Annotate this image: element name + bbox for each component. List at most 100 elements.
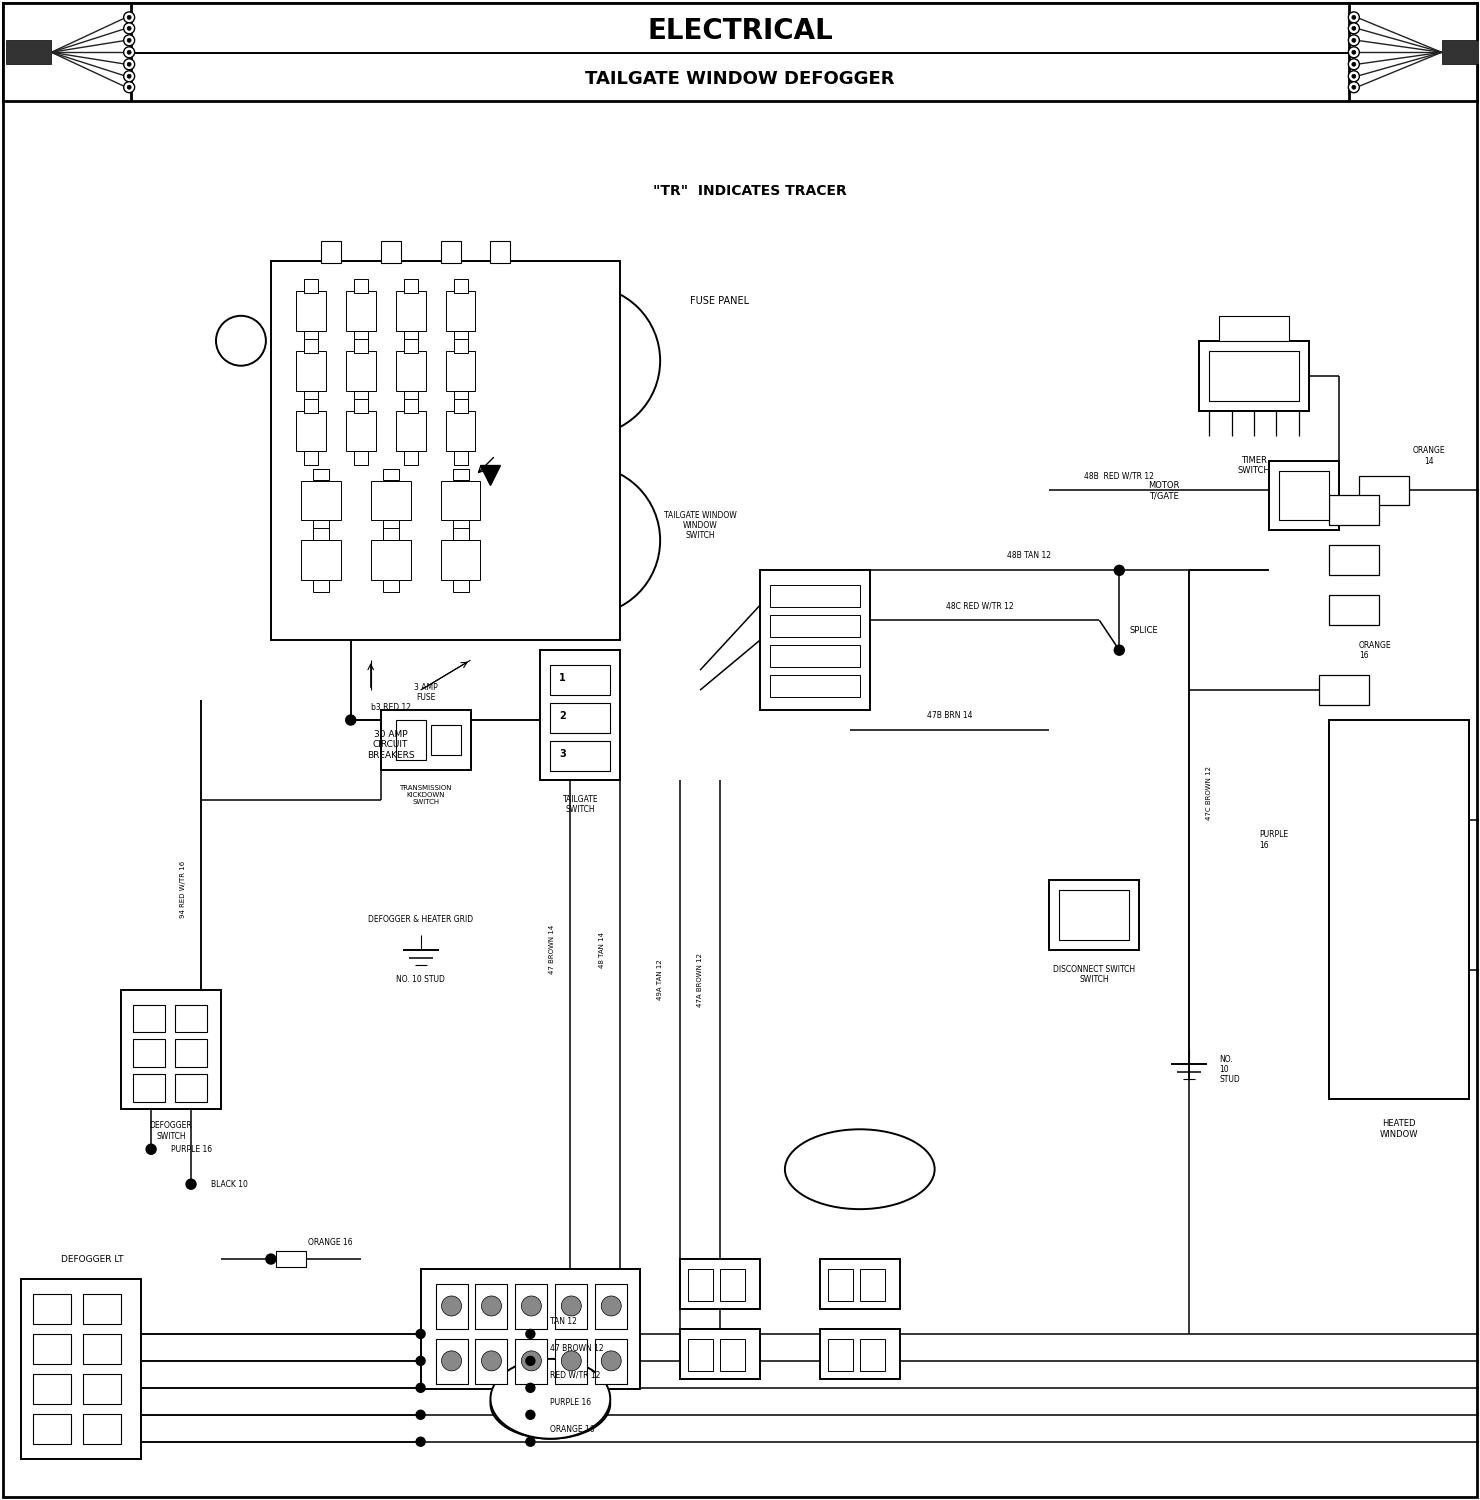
Circle shape [1348,46,1359,58]
Bar [1329,720,1468,1100]
Bar [540,650,620,780]
Bar [404,450,417,465]
Bar [688,1340,713,1371]
Bar [354,332,367,345]
Bar [1442,40,1480,64]
Bar [271,261,620,640]
Text: PURPLE 16: PURPLE 16 [551,1398,592,1407]
Bar [515,1284,548,1329]
Bar [133,1040,166,1068]
Bar [435,1284,468,1329]
Bar [721,1269,744,1300]
Circle shape [266,1254,275,1264]
Text: PURPLE
16: PURPLE 16 [1259,830,1288,849]
Bar [431,724,460,754]
Bar [275,1251,306,1268]
Bar [1060,890,1129,939]
Bar [420,1269,641,1389]
Text: TIMER
SWITCH: TIMER SWITCH [1237,456,1270,476]
Bar [770,645,860,668]
Bar [395,720,426,760]
Bar [1359,476,1409,506]
Bar [133,1005,166,1032]
Bar [296,291,326,332]
Bar [83,1334,121,1364]
Bar [395,351,426,390]
Text: TAILGATE WINDOW DEFOGGER: TAILGATE WINDOW DEFOGGER [585,70,895,88]
Bar [354,339,367,352]
Text: ORANGE
16: ORANGE 16 [1359,640,1391,660]
Bar [354,390,367,405]
Bar [121,990,221,1110]
Circle shape [124,12,135,22]
Circle shape [416,1437,425,1446]
Circle shape [1348,70,1359,81]
Circle shape [601,1296,622,1316]
Text: 47B BRN 14: 47B BRN 14 [926,711,972,720]
Bar [681,1329,759,1378]
Text: TRANSMISSION
KICKDOWN
SWITCH: TRANSMISSION KICKDOWN SWITCH [400,784,451,806]
Bar [383,528,398,540]
Bar [1319,675,1369,705]
Text: DEFOGGER LT: DEFOGGER LT [61,1254,124,1263]
Bar [445,411,475,450]
Circle shape [124,46,135,58]
Circle shape [525,1437,534,1446]
Bar [827,1340,852,1371]
Bar [435,1340,468,1384]
Circle shape [186,1179,195,1190]
Bar [404,390,417,405]
Bar [445,291,475,332]
Circle shape [561,1352,582,1371]
Circle shape [525,1356,534,1365]
Text: DISCONNECT SWITCH
SWITCH: DISCONNECT SWITCH SWITCH [1054,964,1135,984]
Bar [1209,351,1299,400]
Text: 47C BROWN 12: 47C BROWN 12 [1206,766,1212,820]
Bar [827,1269,852,1300]
Circle shape [1114,566,1125,576]
Bar [303,339,318,352]
Bar [3,3,1477,100]
Bar [1279,471,1329,520]
Text: 48B TAN 12: 48B TAN 12 [1008,552,1051,561]
Bar [34,1294,71,1324]
Circle shape [416,1329,425,1338]
Text: PURPLE 16: PURPLE 16 [172,1144,212,1154]
Bar [453,399,468,412]
Circle shape [147,1144,155,1155]
Bar [312,580,329,592]
Bar [34,1334,71,1364]
Circle shape [1351,86,1356,88]
Bar [453,339,468,352]
Text: ORANGE 16: ORANGE 16 [551,1425,595,1434]
Bar [175,1040,207,1068]
Circle shape [525,1410,534,1419]
Bar [404,279,417,292]
Circle shape [441,1296,462,1316]
Bar [551,704,610,734]
Bar [6,40,52,64]
Bar [303,279,318,292]
Circle shape [416,1410,425,1419]
Bar [404,399,417,412]
Text: ORANGE
14: ORANGE 14 [1412,446,1444,465]
Bar [83,1294,121,1324]
Circle shape [127,63,132,66]
Text: MOTOR
T/GATE: MOTOR T/GATE [1148,482,1180,500]
Bar [721,1340,744,1371]
Circle shape [525,1329,534,1338]
Bar [133,1074,166,1102]
Text: 47 BROWN 12: 47 BROWN 12 [551,1344,604,1353]
Circle shape [127,86,132,88]
Polygon shape [481,465,500,486]
Bar [21,1280,141,1458]
Text: RED W/TR 12: RED W/TR 12 [551,1371,601,1380]
Circle shape [346,716,355,724]
Bar [555,1284,588,1329]
Circle shape [511,465,660,615]
Ellipse shape [490,1359,610,1438]
Circle shape [1114,645,1125,656]
Circle shape [127,39,132,42]
Circle shape [1351,39,1356,42]
Text: 94 RED W/TR 16: 94 RED W/TR 16 [181,861,186,918]
